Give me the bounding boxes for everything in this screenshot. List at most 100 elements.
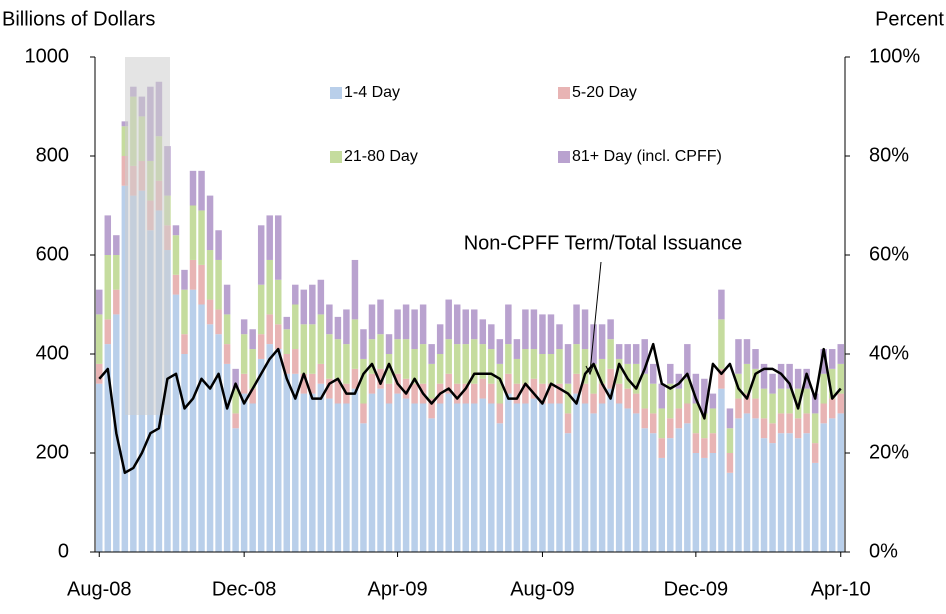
bar-segment — [522, 383, 529, 404]
bar-segment — [479, 378, 487, 399]
legend-label: 81+ Day (incl. CPFF) — [572, 148, 722, 165]
bar-segment — [650, 363, 657, 384]
bar-segment — [300, 289, 308, 325]
bar-segment — [198, 304, 205, 552]
legend-label: 21-80 Day — [344, 148, 418, 165]
bar-segment — [658, 457, 665, 552]
bar-segment — [121, 126, 129, 156]
y2-tick-label: 100% — [869, 45, 920, 67]
bar-segment — [539, 354, 546, 384]
bar-segment — [607, 368, 614, 389]
bar-segment — [820, 349, 827, 374]
bar-segment — [675, 388, 683, 409]
bar-segment — [718, 289, 725, 320]
bar-segment — [113, 289, 120, 315]
bar-segment — [752, 418, 759, 552]
highlight-band — [125, 57, 170, 415]
bar-segment — [172, 294, 180, 552]
bar-segment — [317, 383, 325, 552]
bar-segment — [488, 383, 495, 404]
bar-segment — [275, 349, 282, 552]
bar-segment — [726, 453, 734, 473]
bar-segment — [104, 319, 112, 345]
bar-segment — [300, 373, 308, 394]
bar-segment — [198, 264, 205, 305]
bar-segment — [215, 334, 222, 552]
bar-segment — [351, 368, 359, 389]
bar-segment — [240, 393, 248, 552]
bar-segment — [471, 403, 478, 552]
bar-segment — [462, 309, 469, 345]
bar-segment — [573, 373, 580, 394]
bar-segment — [189, 289, 197, 552]
bar-segment — [402, 378, 410, 399]
bar-segment — [232, 413, 239, 429]
bar-segment — [777, 433, 785, 552]
bar-segment — [189, 170, 197, 206]
bar-segment — [462, 344, 469, 384]
bar-segment — [419, 403, 427, 552]
y-tick-label: 1000 — [25, 45, 70, 67]
bar-segment — [701, 438, 708, 458]
bar-segment — [769, 393, 776, 424]
bar-segment — [96, 314, 103, 364]
bar-segment — [394, 339, 401, 374]
bar-segment — [283, 316, 290, 330]
bar-segment — [530, 349, 538, 379]
bar-segment — [428, 363, 435, 399]
bar-segment — [615, 383, 623, 404]
bar-segment — [360, 423, 367, 552]
bar-segment — [820, 373, 827, 404]
bar-segment — [351, 388, 359, 552]
bar-segment — [828, 368, 836, 399]
bar-segment — [334, 316, 342, 340]
x-tick-label: Apr-09 — [368, 578, 428, 600]
bar-segment — [394, 393, 401, 552]
y2-axis-title: Percent — [875, 8, 944, 30]
legend-swatch — [330, 151, 342, 163]
bar-segment — [769, 443, 776, 552]
bar-segment — [573, 304, 580, 345]
bar-segment — [292, 304, 299, 350]
bar-segment — [641, 428, 648, 552]
y2-tick-label: 60% — [869, 243, 909, 265]
bar-segment — [488, 403, 495, 552]
bar-segment — [590, 393, 597, 414]
bar-segment — [539, 403, 546, 552]
bar-segment — [709, 408, 717, 434]
bar-segment — [496, 363, 504, 404]
bar-segment — [334, 378, 342, 404]
bar-segment — [104, 344, 112, 552]
bar-segment — [96, 383, 103, 552]
bar-segment — [735, 339, 742, 374]
bar-segment — [206, 195, 214, 251]
bar-segment — [624, 344, 631, 364]
bar-segment — [590, 363, 597, 394]
bar-segment — [453, 344, 461, 384]
bar-segment — [121, 156, 129, 186]
bar-segment — [215, 259, 222, 310]
bar-segment — [445, 339, 452, 374]
y-tick-label: 600 — [36, 243, 69, 265]
bar-segment — [249, 403, 256, 552]
bar-segment — [292, 373, 299, 552]
bar-segment — [198, 170, 205, 211]
y2-tick-label: 40% — [869, 342, 909, 364]
legend-label: 1-4 Day — [344, 84, 400, 101]
bar-segment — [726, 428, 734, 453]
bar-segment — [794, 418, 802, 439]
bar-segment — [837, 363, 844, 394]
bar-segment — [471, 339, 478, 384]
bar-segment — [428, 398, 435, 419]
bar-segment — [104, 255, 112, 320]
arrow-head — [585, 365, 594, 376]
bar-segment — [675, 373, 683, 389]
bar-segment — [411, 383, 418, 404]
y2-tick-label: 20% — [869, 441, 909, 463]
bar-segment — [223, 284, 231, 315]
bar-segment — [667, 418, 674, 439]
bar-segment — [223, 363, 231, 552]
bar-segment — [564, 413, 572, 434]
y-axis-title: Billions of Dollars — [2, 8, 155, 30]
bar-segment — [564, 383, 572, 414]
